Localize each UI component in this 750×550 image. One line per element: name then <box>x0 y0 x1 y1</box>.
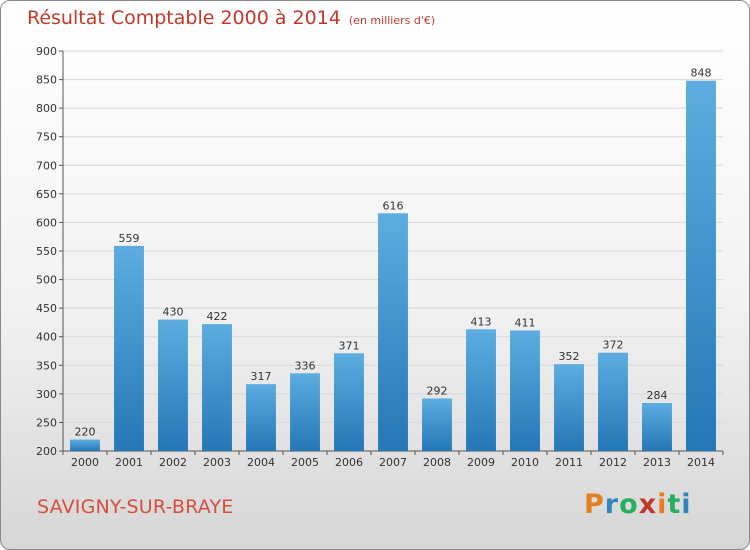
data-label-2004: 317 <box>251 370 272 383</box>
bar-2005[interactable] <box>290 373 320 451</box>
y-tick-label: 600 <box>36 216 57 229</box>
data-label-2007: 616 <box>383 199 404 212</box>
data-label-2009: 413 <box>471 315 492 328</box>
data-label-2008: 292 <box>427 384 448 397</box>
x-tick-label-2006: 2006 <box>335 456 363 469</box>
y-tick-label: 200 <box>36 445 57 458</box>
data-label-2011: 352 <box>559 350 580 363</box>
data-label-2001: 559 <box>119 232 140 245</box>
y-tick-label: 650 <box>36 188 57 201</box>
y-tick-label: 850 <box>36 74 57 87</box>
data-label-2006: 371 <box>339 339 360 352</box>
bar-2012[interactable] <box>598 352 628 451</box>
x-tick-label-2013: 2013 <box>643 456 671 469</box>
data-label-2013: 284 <box>647 389 668 402</box>
y-tick-label: 500 <box>36 274 57 287</box>
bar-2000[interactable] <box>70 439 100 451</box>
y-tick-label: 400 <box>36 331 57 344</box>
x-tick-label-2011: 2011 <box>555 456 583 469</box>
data-label-2003: 422 <box>207 310 228 323</box>
x-tick-label-2012: 2012 <box>599 456 627 469</box>
x-tick-label-2005: 2005 <box>291 456 319 469</box>
y-tick-label: 700 <box>36 159 57 172</box>
x-tick-label-2007: 2007 <box>379 456 407 469</box>
y-tick-label: 550 <box>36 245 57 258</box>
place-name: SAVIGNY-SUR-BRAYE <box>37 496 234 518</box>
y-tick-label: 750 <box>36 131 57 144</box>
logo-letter: t <box>667 489 682 520</box>
bar-2004[interactable] <box>246 384 276 451</box>
logo-letter: P <box>584 489 605 520</box>
data-label-2010: 411 <box>515 316 536 329</box>
y-tick-label: 900 <box>36 45 57 58</box>
chart-title: Résultat Comptable 2000 à 2014 (en millie… <box>27 7 435 29</box>
x-tick-label-2000: 2000 <box>71 456 99 469</box>
data-label-2005: 336 <box>295 359 316 372</box>
bars <box>70 80 716 451</box>
x-tick-label-2004: 2004 <box>247 456 275 469</box>
y-tick-label: 450 <box>36 302 57 315</box>
bar-2002[interactable] <box>158 319 188 451</box>
bar-2010[interactable] <box>510 330 540 451</box>
data-label-2012: 372 <box>603 339 624 352</box>
x-tick-label-2003: 2003 <box>203 456 231 469</box>
data-labels: 220 559 430 422 317 336 371 616 292 413 411 352 372 2… <box>75 67 712 439</box>
bar-2003[interactable] <box>202 324 232 451</box>
bar-2011[interactable] <box>554 364 584 451</box>
logo-letter: i <box>681 489 692 520</box>
x-tick-label-2010: 2010 <box>511 456 539 469</box>
data-label-2002: 430 <box>163 306 184 319</box>
data-label-2014: 848 <box>691 67 712 80</box>
data-label-2000: 220 <box>75 426 96 439</box>
x-tick-label-2009: 2009 <box>467 456 495 469</box>
x-tick-label-2002: 2002 <box>159 456 187 469</box>
proxiti-logo[interactable]: Proxiti <box>584 489 692 520</box>
bar-2006[interactable] <box>334 353 364 451</box>
chart-subtitle: (en milliers d'€) <box>348 14 436 27</box>
x-tick-label-2014: 2014 <box>687 456 715 469</box>
chart-title-text: Résultat Comptable 2000 à 2014 <box>27 7 341 29</box>
bar-2009[interactable] <box>466 329 496 451</box>
bar-2007[interactable] <box>378 213 408 451</box>
y-tick-label: 250 <box>36 416 57 429</box>
logo-letter: x <box>638 489 658 520</box>
x-tick-label-2008: 2008 <box>423 456 451 469</box>
logo-letter: i <box>657 489 668 520</box>
y-tick-label: 350 <box>36 359 57 372</box>
y-tick-label: 300 <box>36 388 57 401</box>
logo-letter: o <box>619 489 639 520</box>
y-tick-label: 800 <box>36 102 57 115</box>
bar-2001[interactable] <box>114 245 144 451</box>
bar-2014[interactable] <box>686 80 716 451</box>
logo-letter: r <box>604 489 620 520</box>
bar-2013[interactable] <box>642 403 672 451</box>
bar-2008[interactable] <box>422 398 452 451</box>
x-tick-label-2001: 2001 <box>115 456 143 469</box>
